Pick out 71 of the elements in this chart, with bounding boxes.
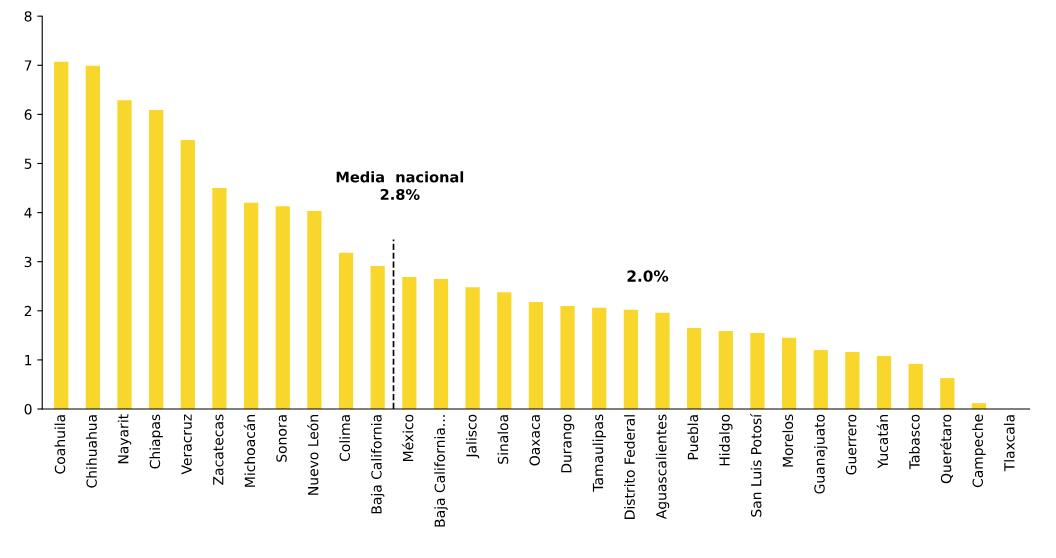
x-tick-label: Nuevo León <box>307 415 319 495</box>
bar <box>908 363 923 410</box>
bar <box>876 355 892 410</box>
x-tick-label: Baja California <box>370 415 385 514</box>
y-tick-label: 1 <box>25 355 32 366</box>
y-tick-label: 5 <box>24 158 32 169</box>
bar <box>592 307 607 410</box>
x-tick-label: Coahuila <box>54 415 66 474</box>
bar <box>180 139 195 410</box>
annotation: Media nacional 2.8% <box>336 171 464 200</box>
y-tick-label: 6 <box>24 109 32 120</box>
x-tick-label: Jalisco <box>465 414 480 459</box>
x-tick-label: Querétaro <box>940 414 953 484</box>
bar <box>307 211 322 410</box>
bar <box>560 305 575 410</box>
bar <box>497 292 512 410</box>
x-tick-label: Tlaxcala <box>1003 415 1015 472</box>
y-tick-label: 3 <box>24 256 32 268</box>
bar <box>813 350 828 410</box>
bar <box>750 332 765 410</box>
x-tick-label: Michoacán <box>243 415 256 487</box>
bar <box>370 266 385 410</box>
x-tick-label: Campeche <box>972 414 986 488</box>
x-tick-label: Veracruz <box>181 414 192 475</box>
x-tick-label: Chihuahua <box>86 415 97 488</box>
x-tick-label: Oaxaca <box>529 415 540 466</box>
x-tick-label: Durango <box>561 414 575 473</box>
x-tick-label: Morelos <box>782 414 794 467</box>
bar <box>402 276 417 410</box>
x-tick-label: Aguascalientes <box>655 414 670 520</box>
x-tick-label: Hidalgo <box>719 414 733 466</box>
bar <box>623 309 638 410</box>
bar <box>718 330 733 410</box>
x-tick-label: Chiapas <box>149 414 163 469</box>
bar <box>655 312 670 410</box>
x-tick-label: Puebla <box>687 415 699 460</box>
x-tick-label: Guerrero <box>845 414 857 475</box>
x-tick-label: México <box>402 414 414 462</box>
x-tick-label: Distrito Federal <box>624 415 635 519</box>
x-tick-label: Zacatecas <box>213 414 224 485</box>
bar <box>781 337 797 410</box>
bar <box>275 206 290 410</box>
x-tick-label: Baja California... <box>434 415 448 527</box>
bar <box>845 352 860 410</box>
y-tick-label: 8 <box>24 11 32 22</box>
y-tick-label: 4 <box>24 207 32 218</box>
bar <box>212 188 227 410</box>
x-tick-label: Sonora <box>276 415 287 462</box>
bar <box>465 287 480 410</box>
x-tick-label: Tamaulipas <box>592 414 606 492</box>
bar <box>528 301 544 410</box>
x-tick-label: Colima <box>339 415 351 462</box>
bar <box>117 100 132 410</box>
x-tick-label: Nayarit <box>117 414 132 464</box>
x-tick-label: Sinaloa <box>497 415 509 464</box>
x-tick-label: San Luis Potosí <box>750 413 762 517</box>
bar <box>85 65 100 410</box>
x-tick-label: Tabasco <box>908 414 920 470</box>
y-tick-label: 2 <box>24 305 32 317</box>
bar <box>54 61 69 410</box>
bar <box>243 202 259 410</box>
bar <box>433 278 449 410</box>
x-tick-label: Guanajuato <box>814 414 828 494</box>
bar <box>338 252 354 410</box>
y-tick-label: 7 <box>24 60 32 71</box>
bar <box>149 109 164 410</box>
annotation: 2.0% <box>627 270 669 282</box>
bar <box>940 378 955 410</box>
y-tick-label: 0 <box>24 403 32 415</box>
x-tick-label: Yucatán <box>876 415 889 469</box>
bar <box>687 327 702 410</box>
